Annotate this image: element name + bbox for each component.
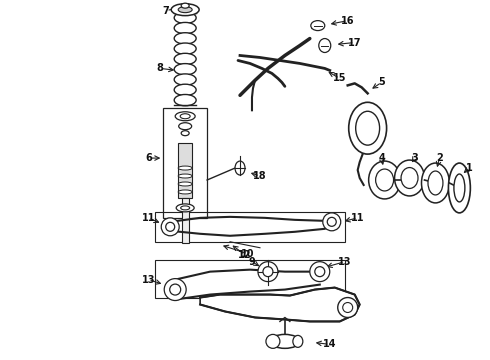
Ellipse shape <box>178 166 192 170</box>
Ellipse shape <box>181 3 189 8</box>
Text: 8: 8 <box>157 63 164 73</box>
Ellipse shape <box>401 167 418 189</box>
Ellipse shape <box>343 302 353 312</box>
Ellipse shape <box>174 43 196 54</box>
Text: 16: 16 <box>341 15 354 26</box>
Ellipse shape <box>310 262 330 282</box>
Text: 7: 7 <box>163 6 170 15</box>
Text: 2: 2 <box>436 153 443 163</box>
Ellipse shape <box>263 267 273 276</box>
Ellipse shape <box>235 161 245 175</box>
Text: 6: 6 <box>145 153 151 163</box>
Bar <box>155 260 345 298</box>
Ellipse shape <box>174 12 196 23</box>
Ellipse shape <box>178 190 192 194</box>
Ellipse shape <box>174 33 196 44</box>
Ellipse shape <box>181 206 190 210</box>
Ellipse shape <box>270 334 300 348</box>
Ellipse shape <box>454 174 465 202</box>
Ellipse shape <box>376 169 393 191</box>
Text: 13: 13 <box>338 257 351 267</box>
Ellipse shape <box>448 163 470 213</box>
Bar <box>163 108 207 218</box>
Text: 12: 12 <box>238 250 252 260</box>
Text: 1: 1 <box>466 163 473 173</box>
Text: 5: 5 <box>378 77 385 87</box>
Ellipse shape <box>293 336 303 347</box>
Ellipse shape <box>349 102 387 154</box>
Ellipse shape <box>338 298 358 318</box>
Polygon shape <box>200 288 360 321</box>
Text: 4: 4 <box>378 153 385 163</box>
Ellipse shape <box>311 21 325 31</box>
Ellipse shape <box>266 334 280 348</box>
Text: 9: 9 <box>248 257 255 267</box>
Ellipse shape <box>178 182 192 186</box>
Text: 13: 13 <box>142 275 155 285</box>
Ellipse shape <box>315 267 325 276</box>
Ellipse shape <box>258 262 278 282</box>
Ellipse shape <box>174 94 196 106</box>
Bar <box>182 198 189 243</box>
Ellipse shape <box>174 84 196 95</box>
Ellipse shape <box>323 213 341 231</box>
Ellipse shape <box>174 53 196 65</box>
Ellipse shape <box>175 112 195 121</box>
Ellipse shape <box>166 222 175 231</box>
Ellipse shape <box>178 174 192 178</box>
Ellipse shape <box>170 284 181 295</box>
Text: 18: 18 <box>253 171 267 181</box>
Text: 10: 10 <box>241 249 255 259</box>
Ellipse shape <box>180 114 190 119</box>
Ellipse shape <box>164 279 186 301</box>
Ellipse shape <box>178 7 192 13</box>
Text: 14: 14 <box>323 339 337 349</box>
Ellipse shape <box>174 64 196 75</box>
Text: 11: 11 <box>142 213 155 223</box>
Ellipse shape <box>356 111 380 145</box>
Ellipse shape <box>171 4 199 15</box>
Text: 15: 15 <box>333 73 346 84</box>
Text: 3: 3 <box>411 153 418 163</box>
Ellipse shape <box>161 218 179 236</box>
Ellipse shape <box>319 39 331 53</box>
Text: 11: 11 <box>351 213 365 223</box>
Text: 17: 17 <box>348 37 362 48</box>
Ellipse shape <box>174 74 196 85</box>
Ellipse shape <box>368 161 400 199</box>
Bar <box>155 212 345 242</box>
Ellipse shape <box>174 22 196 34</box>
Ellipse shape <box>421 163 449 203</box>
Ellipse shape <box>181 131 189 136</box>
Ellipse shape <box>394 160 424 196</box>
Ellipse shape <box>327 217 336 226</box>
Ellipse shape <box>428 171 443 195</box>
Bar <box>178 143 192 198</box>
Ellipse shape <box>176 204 194 212</box>
Ellipse shape <box>179 123 192 130</box>
Ellipse shape <box>326 216 338 228</box>
